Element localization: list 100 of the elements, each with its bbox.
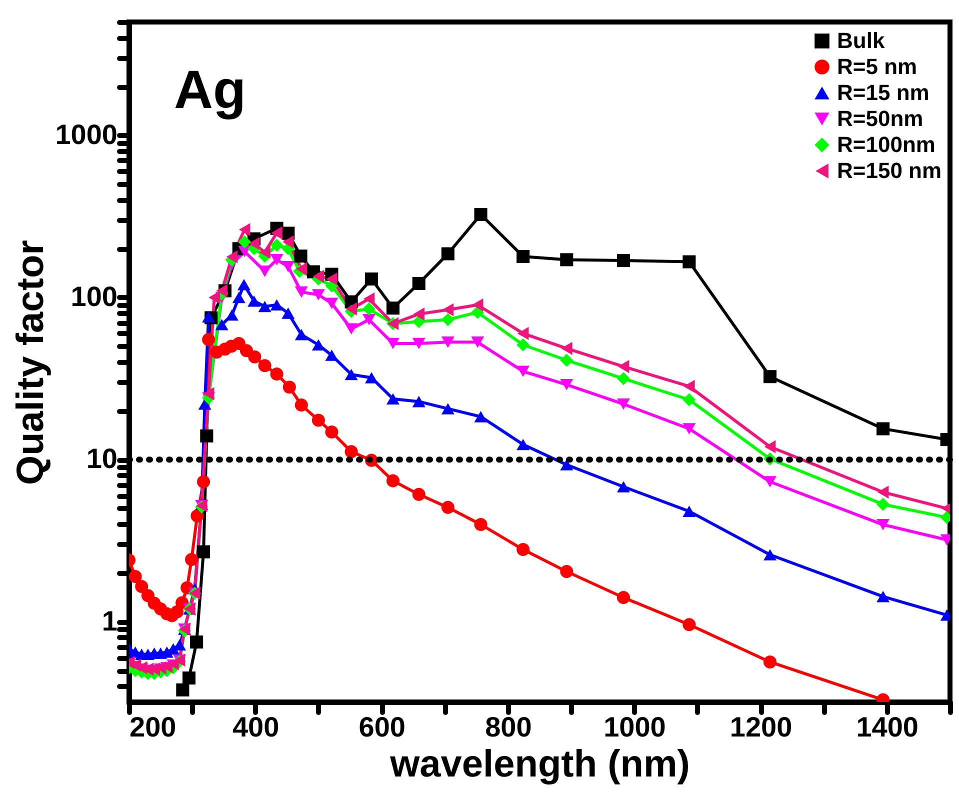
point xyxy=(232,292,246,304)
point xyxy=(412,315,426,328)
point xyxy=(516,543,530,556)
point xyxy=(282,380,296,394)
x-tick-label: 200 xyxy=(130,712,176,742)
point xyxy=(441,403,454,414)
point xyxy=(682,255,696,268)
point xyxy=(763,370,777,384)
point xyxy=(294,328,308,340)
point xyxy=(325,426,338,439)
point xyxy=(877,486,889,499)
point xyxy=(412,396,426,408)
point xyxy=(271,226,282,240)
point xyxy=(682,423,696,434)
point xyxy=(561,342,572,355)
point xyxy=(560,379,574,390)
x-tick-label: 400 xyxy=(232,712,280,742)
point xyxy=(441,247,454,260)
point xyxy=(296,262,308,276)
y-tick-label: 10 xyxy=(86,443,118,474)
point xyxy=(294,250,308,263)
point xyxy=(282,260,295,272)
x-tick-label: 800 xyxy=(485,712,532,742)
point xyxy=(516,338,530,352)
point xyxy=(344,368,358,380)
point xyxy=(412,338,426,350)
point xyxy=(312,270,324,283)
point xyxy=(763,655,777,668)
point xyxy=(182,671,196,685)
x-tick-label: 1000 xyxy=(604,712,666,742)
point xyxy=(237,278,250,290)
point xyxy=(441,336,454,348)
x-tick-label: 1400 xyxy=(856,712,918,742)
point xyxy=(197,475,210,488)
point xyxy=(682,393,696,406)
point xyxy=(363,292,375,306)
point xyxy=(412,488,426,501)
point xyxy=(362,302,376,316)
point xyxy=(176,683,190,696)
point xyxy=(386,474,400,488)
point xyxy=(362,314,376,326)
point xyxy=(386,393,400,405)
point xyxy=(129,570,142,584)
point xyxy=(312,339,325,351)
point xyxy=(208,290,220,304)
y-tick-label: 1000 xyxy=(55,118,118,150)
point xyxy=(270,299,284,311)
point xyxy=(215,318,228,330)
point xyxy=(763,549,777,560)
y-axis-title: Quality factor xyxy=(10,240,52,485)
point xyxy=(516,250,530,263)
point xyxy=(616,254,630,268)
point xyxy=(294,286,308,298)
point xyxy=(682,506,696,517)
point xyxy=(225,309,238,321)
point xyxy=(560,354,574,367)
point xyxy=(185,553,198,566)
y-tick-label: 100 xyxy=(70,280,118,312)
point xyxy=(270,368,284,381)
legend-label: R=5 nm xyxy=(837,54,918,79)
point xyxy=(364,272,378,286)
x-tick-label: 600 xyxy=(358,712,406,742)
point xyxy=(413,308,425,321)
point xyxy=(325,298,338,309)
point xyxy=(248,350,262,364)
point xyxy=(876,519,890,530)
point xyxy=(248,237,260,250)
point xyxy=(364,372,378,384)
point xyxy=(616,591,630,604)
point xyxy=(238,223,250,236)
legend-label: R=50nm xyxy=(837,106,924,131)
point xyxy=(560,459,574,470)
point xyxy=(294,398,308,412)
point xyxy=(238,235,252,248)
point xyxy=(516,438,530,450)
y-tick-label: 1 xyxy=(102,605,118,636)
point xyxy=(346,302,357,316)
point xyxy=(517,326,529,340)
x-tick-label: 1200 xyxy=(730,712,792,742)
point xyxy=(616,398,630,410)
point xyxy=(270,254,284,266)
point xyxy=(202,333,216,346)
point xyxy=(516,366,530,378)
point xyxy=(312,289,325,300)
point xyxy=(270,238,284,252)
point xyxy=(386,338,400,350)
point xyxy=(616,372,630,386)
point xyxy=(876,590,890,602)
point xyxy=(259,246,270,259)
point xyxy=(684,380,695,393)
point xyxy=(325,350,338,361)
point xyxy=(344,323,358,335)
x-axis-title: wavelength (nm) xyxy=(389,744,690,786)
point xyxy=(472,298,484,312)
point xyxy=(312,414,325,427)
point xyxy=(190,509,204,522)
point xyxy=(412,276,426,290)
point xyxy=(616,481,630,492)
point xyxy=(474,411,488,422)
point xyxy=(441,500,454,514)
